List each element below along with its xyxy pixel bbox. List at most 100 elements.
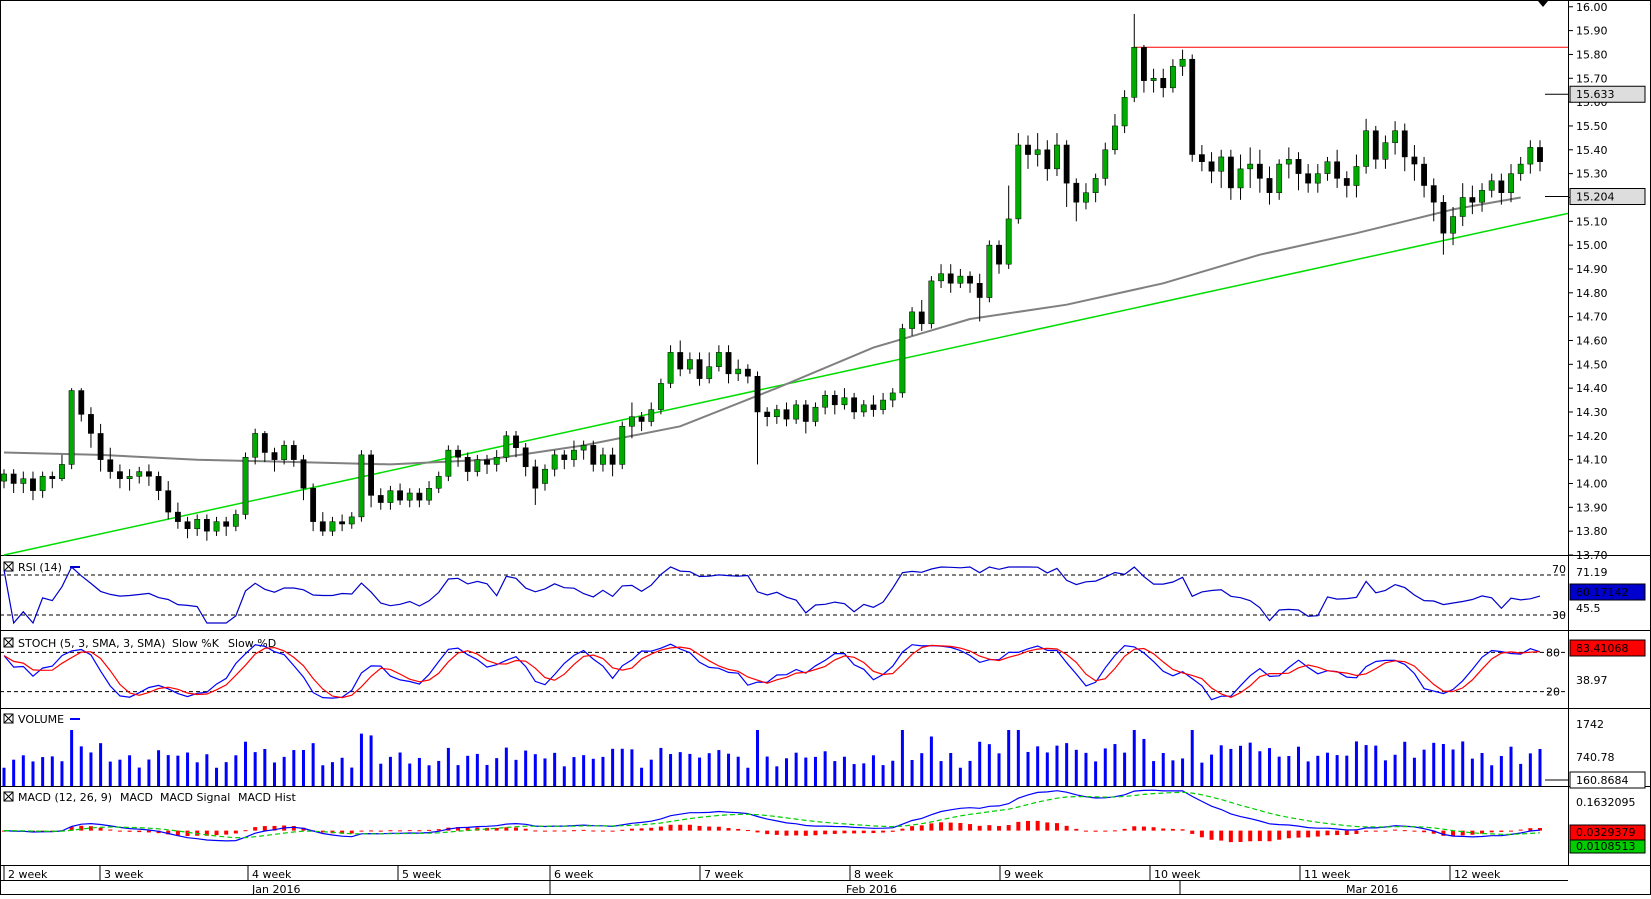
macd-hist-bar <box>407 830 412 832</box>
volume-bar <box>186 752 190 786</box>
macd-hist-bar <box>1170 828 1175 831</box>
candle-body <box>368 454 375 496</box>
candle-body <box>551 454 558 470</box>
ma-badge-value: 15.204 <box>1576 191 1615 204</box>
price-tick-label: 14.00 <box>1576 477 1608 490</box>
candle-body <box>860 404 867 413</box>
volume-bar <box>205 754 209 786</box>
macd-hist-bar <box>977 825 982 831</box>
macd-hist-bar <box>320 830 325 833</box>
month-label: Jan 2016 <box>251 883 300 895</box>
rsi-axis-label: 45.5 <box>1576 602 1601 615</box>
macd-hist-bar <box>166 830 171 835</box>
price-tick-label: 15.40 <box>1576 144 1608 157</box>
macd-hist-bar <box>1528 828 1533 831</box>
volume-bar <box>89 752 93 786</box>
rsi-pane-title: RSI (14) <box>18 561 62 574</box>
stoch-k-legend: Slow %K <box>172 637 220 650</box>
macd-signal-line <box>3 791 1541 839</box>
candle-body <box>10 473 17 484</box>
stoch-pane-title: STOCH (5, 3, SMA, 3, SMA) <box>18 637 165 650</box>
macd-hist-bar <box>1431 830 1436 834</box>
candle-body <box>967 275 973 284</box>
macd-hist-bar <box>523 828 528 831</box>
volume-bar <box>533 754 537 786</box>
macd-hist-bar <box>69 826 74 831</box>
volume-bar <box>1519 763 1523 786</box>
volume-axis-label: 1742 <box>1576 718 1604 731</box>
candle-body <box>165 490 172 513</box>
stoch-d-line <box>3 644 1541 699</box>
macd-hist-bar <box>1354 830 1359 834</box>
volume-bar <box>1248 742 1252 786</box>
stoch-pane-toggle-icon <box>3 637 14 648</box>
week-label: 6 week <box>554 868 594 881</box>
candle-body <box>310 488 317 522</box>
macd-hist-bar <box>243 830 248 832</box>
candle-body <box>97 433 104 460</box>
macd-hist-legend: MACD Hist <box>238 791 297 804</box>
candle-body <box>290 445 297 460</box>
macd-hist-bar <box>1538 827 1542 831</box>
candle-body <box>976 283 983 298</box>
volume-bar <box>456 765 460 786</box>
volume-bar <box>649 759 653 786</box>
candle-body <box>532 466 539 489</box>
candle-body <box>1392 130 1399 143</box>
macd-hist-bar <box>1103 830 1108 832</box>
candle-body <box>889 392 896 401</box>
volume-bar <box>659 747 663 786</box>
candle-body <box>1266 178 1273 193</box>
macd-hist-bar <box>1315 830 1320 837</box>
candle-body <box>242 457 249 515</box>
stoch-pane-toggle-x2 <box>3 637 14 648</box>
macd-signal-value-box <box>1569 839 1646 854</box>
macd-hist-bar <box>610 830 615 832</box>
macd-hist-bar <box>784 830 789 836</box>
volume-bar <box>543 758 547 786</box>
price-tick-label: 15.10 <box>1576 215 1608 228</box>
macd-pane-toggle-x2 <box>3 791 14 802</box>
candle-body <box>39 476 46 491</box>
price-tick-label: 16.00 <box>1576 1 1608 14</box>
macd-hist-bar <box>1248 830 1253 842</box>
volume-bar <box>1374 745 1378 786</box>
candle-body <box>996 244 1002 265</box>
volume-bar <box>601 756 605 786</box>
candle-body <box>667 352 674 384</box>
volume-bar <box>514 759 518 786</box>
volume-bar <box>968 760 972 786</box>
macd-hist-bar <box>842 830 847 834</box>
volume-bar <box>1480 753 1484 786</box>
candle-body <box>1256 163 1263 179</box>
price-tick-label: 15.70 <box>1576 72 1608 85</box>
volume-bar <box>1142 738 1146 786</box>
candle-body <box>1005 218 1012 265</box>
volume-bar <box>1509 746 1513 786</box>
macd-hist-bar <box>1441 830 1446 836</box>
month-label: Mar 2016 <box>1346 883 1398 895</box>
candle-body <box>339 521 346 525</box>
volume-bar <box>1200 762 1204 786</box>
volume-axis-label: 740.78 <box>1576 751 1615 764</box>
macd-hist-bar <box>1480 830 1485 834</box>
macd-hist-bar <box>1151 827 1156 831</box>
volume-bar <box>166 755 170 786</box>
volume-bar <box>2 767 6 786</box>
macd-hist-bar <box>803 830 808 836</box>
volume-bar <box>958 767 962 786</box>
rsi-value: 60.17142 <box>1576 586 1629 599</box>
candle-body <box>1034 149 1041 155</box>
macd-hist-bar <box>765 830 770 835</box>
macd-hist-bar <box>629 828 634 831</box>
candle-body <box>1063 144 1070 184</box>
candle-body <box>841 397 848 406</box>
price-tick-label: 15.30 <box>1576 168 1608 181</box>
candle-body <box>686 359 693 370</box>
macd-hist-bar <box>1016 821 1021 831</box>
candle-body <box>358 454 365 518</box>
macd-hist-bar <box>1402 830 1407 832</box>
volume-bar <box>417 757 421 786</box>
macd-hist-bar <box>1199 830 1204 838</box>
volume-bar <box>881 765 885 786</box>
